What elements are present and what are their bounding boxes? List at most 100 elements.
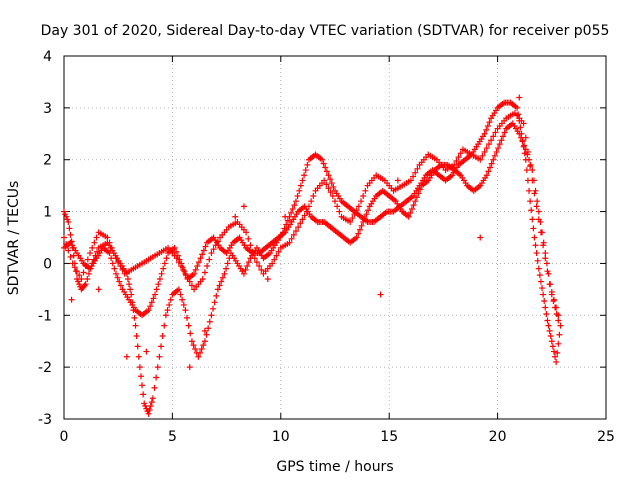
data-point-marker — [182, 307, 189, 314]
data-point-marker — [548, 288, 555, 295]
data-point-marker — [543, 260, 550, 267]
data-point-marker — [490, 133, 497, 140]
data-point-marker — [116, 278, 123, 285]
y-tick-label: -2 — [38, 360, 52, 376]
data-point-marker — [520, 120, 527, 127]
data-point-marker — [127, 286, 134, 293]
data-point-marker — [192, 266, 199, 273]
data-point-marker — [179, 296, 186, 303]
data-point-marker — [91, 239, 98, 246]
data-point-marker — [212, 242, 219, 249]
data-point-marker — [154, 364, 161, 371]
x-tick-label: 15 — [380, 429, 398, 445]
data-point-marker — [192, 345, 199, 352]
data-point-marker — [451, 161, 458, 168]
data-point-marker — [412, 169, 419, 176]
data-point-marker — [140, 391, 147, 398]
data-point-marker — [66, 225, 73, 232]
data-point-marker — [528, 207, 535, 214]
data-point-marker — [328, 180, 335, 187]
data-point-marker — [111, 265, 118, 272]
data-point-marker — [275, 248, 282, 255]
data-point-marker — [173, 248, 180, 255]
data-point-marker — [457, 150, 464, 157]
data-point-marker — [517, 124, 524, 131]
data-point-marker — [194, 263, 201, 270]
data-point-marker — [114, 274, 121, 281]
data-point-marker — [351, 211, 358, 218]
data-point-marker — [329, 193, 336, 200]
data-point-marker — [80, 269, 87, 276]
data-point-marker — [296, 187, 303, 194]
data-point-marker — [412, 198, 419, 205]
data-point-marker — [305, 203, 312, 210]
data-point-marker — [188, 338, 195, 345]
data-point-marker — [201, 338, 208, 345]
data-point-marker — [147, 403, 154, 410]
data-point-marker — [527, 163, 534, 170]
data-point-marker — [550, 348, 557, 355]
data-point-marker — [365, 207, 372, 214]
data-point-marker — [68, 296, 75, 303]
data-point-marker — [415, 190, 422, 197]
data-point-marker — [251, 255, 258, 262]
data-point-marker — [216, 282, 223, 289]
data-point-marker — [292, 228, 299, 235]
data-point-marker — [286, 239, 293, 246]
data-point-marker — [113, 255, 120, 262]
data-point-marker — [500, 133, 507, 140]
data-point-marker — [145, 307, 152, 314]
data-point-marker — [321, 177, 328, 184]
data-point-marker — [531, 190, 538, 197]
y-tick-label: 0 — [43, 256, 52, 272]
data-point-marker — [308, 198, 315, 205]
data-point-marker — [555, 340, 562, 347]
data-point-marker — [483, 145, 490, 152]
data-point-marker — [521, 150, 528, 157]
data-point-marker — [535, 265, 542, 272]
data-point-marker — [323, 181, 330, 188]
data-markers — [61, 94, 564, 417]
data-point-marker — [522, 134, 529, 141]
data-point-marker — [334, 203, 341, 210]
data-point-marker — [108, 244, 115, 251]
data-point-marker — [240, 203, 247, 210]
data-point-marker — [556, 331, 563, 338]
grid — [64, 56, 606, 419]
data-point-marker — [126, 281, 133, 288]
data-point-marker — [210, 246, 217, 253]
y-axis-label: SDTVAR / TECUs — [6, 181, 22, 296]
x-tick-label: 20 — [489, 429, 507, 445]
data-point-marker — [488, 160, 495, 167]
data-point-marker — [486, 119, 493, 126]
data-point-marker — [69, 260, 76, 267]
data-point-marker — [87, 250, 94, 257]
data-point-marker — [297, 182, 304, 189]
data-point-marker — [514, 104, 521, 111]
data-point-marker — [318, 156, 325, 163]
data-point-marker — [182, 270, 189, 277]
data-point-marker — [240, 270, 247, 277]
data-point-marker — [201, 327, 208, 334]
y-tick-label: 1 — [43, 205, 52, 221]
data-point-marker — [273, 252, 280, 259]
data-point-marker — [202, 243, 209, 250]
data-point-marker — [481, 130, 488, 137]
data-point-marker — [204, 263, 211, 270]
data-point-marker — [210, 305, 217, 312]
data-point-marker — [146, 406, 153, 413]
data-point-marker — [355, 203, 362, 210]
data-point-marker — [516, 94, 523, 101]
data-point-marker — [201, 269, 208, 276]
data-point-marker — [214, 238, 221, 245]
data-point-marker — [200, 247, 207, 254]
y-tick-label: 4 — [43, 49, 52, 65]
data-point-marker — [191, 270, 198, 277]
data-point-marker — [526, 156, 533, 163]
data-point-marker — [188, 282, 195, 289]
data-point-marker — [269, 260, 276, 267]
data-point-marker — [547, 333, 554, 340]
data-point-marker — [282, 213, 289, 220]
data-point-marker — [539, 285, 546, 292]
data-point-marker — [358, 222, 365, 229]
